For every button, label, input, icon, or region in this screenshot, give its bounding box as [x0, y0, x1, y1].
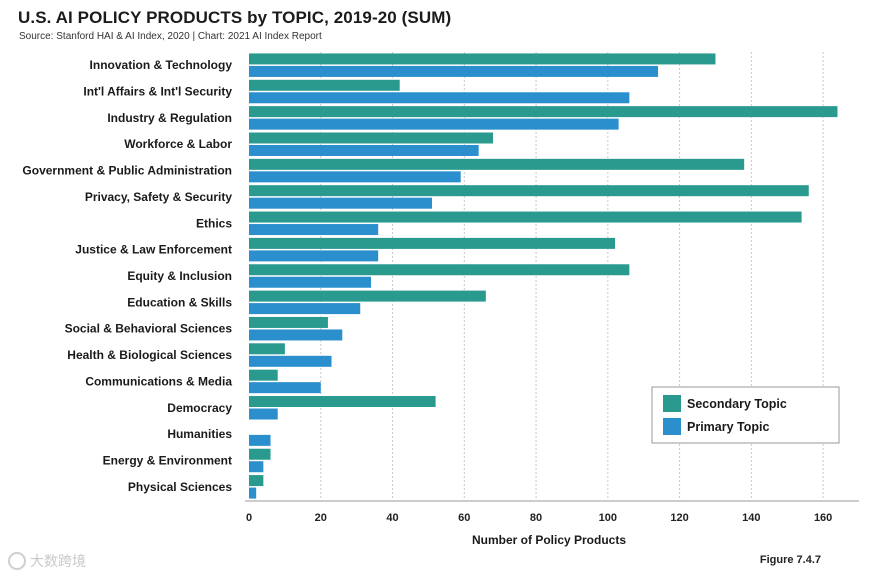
bar-primary [249, 197, 432, 209]
bar-secondary [249, 185, 809, 197]
bar-secondary [249, 448, 271, 460]
bar-secondary [249, 132, 493, 144]
bar-primary [249, 434, 271, 446]
category-label: Justice & Law Enforcement [75, 243, 232, 257]
category-label: Int'l Affairs & Int'l Security [83, 85, 232, 99]
bar-primary [249, 92, 630, 104]
bar-primary [249, 171, 461, 183]
chart-title: U.S. AI POLICY PRODUCTS by TOPIC, 2019-2… [18, 8, 452, 27]
legend-label-secondary: Secondary Topic [687, 397, 787, 411]
x-tick-labels: 0 20 40 60 80 100 120 140 160 [246, 512, 832, 524]
bar-secondary [249, 343, 285, 355]
category-label: Workforce & Labor [124, 137, 232, 151]
x-tick-label: 60 [458, 512, 470, 524]
chart-source: Source: Stanford HAI & AI Index, 2020 | … [19, 31, 322, 42]
bar-primary [249, 65, 659, 77]
category-label: Energy & Environment [103, 453, 232, 467]
category-label: Health & Biological Sciences [67, 348, 232, 362]
bar-primary [249, 224, 379, 236]
x-tick-label: 160 [814, 512, 832, 524]
bar-secondary [249, 264, 630, 276]
category-label: Social & Behavioral Sciences [65, 322, 233, 336]
bar-primary [249, 329, 343, 341]
bar-secondary [249, 53, 716, 65]
x-tick-label: 100 [599, 512, 617, 524]
category-label: Education & Skills [127, 295, 232, 309]
category-label: Privacy, Safety & Security [85, 190, 233, 204]
bar-secondary [249, 396, 436, 408]
bar-secondary [249, 79, 400, 91]
x-tick-label: 80 [530, 512, 542, 524]
x-axis-label: Number of Policy Products [472, 533, 626, 547]
bar-primary [249, 303, 361, 315]
category-label: Government & Public Administration [22, 164, 232, 178]
category-label: Equity & Inclusion [127, 269, 232, 283]
category-label: Industry & Regulation [107, 111, 232, 125]
bar-primary [249, 408, 278, 420]
category-label: Communications & Media [85, 374, 232, 388]
watermark-text: 大数跨境 [30, 553, 86, 569]
x-tick-label: 120 [670, 512, 688, 524]
x-tick-label: 20 [315, 512, 327, 524]
bar-primary [249, 461, 264, 473]
bars [249, 53, 838, 499]
bar-secondary [249, 475, 264, 487]
category-label: Ethics [196, 216, 232, 230]
bar-primary [249, 118, 619, 130]
legend-swatch-secondary [663, 395, 681, 412]
bar-secondary [249, 158, 745, 170]
bar-primary [249, 487, 257, 499]
legend-label-primary: Primary Topic [687, 420, 769, 434]
bar-secondary [249, 290, 486, 302]
bar-primary [249, 250, 379, 262]
legend-swatch-primary [663, 418, 681, 435]
category-label: Physical Sciences [128, 480, 232, 494]
category-label: Democracy [167, 401, 232, 415]
watermark: 大数跨境 [8, 551, 86, 571]
bar-secondary [249, 316, 328, 328]
x-tick-label: 140 [742, 512, 760, 524]
legend-box [651, 386, 840, 444]
bar-primary [249, 382, 321, 394]
category-label: Humanities [167, 427, 232, 441]
bar-secondary [249, 211, 802, 223]
bar-secondary [249, 106, 838, 118]
bar-primary [249, 144, 479, 156]
bar-secondary [249, 237, 615, 249]
legend: Secondary Topic Primary Topic [651, 386, 840, 444]
category-labels: Innovation & Technology Int'l Affairs & I… [22, 58, 232, 494]
x-tick-label: 0 [246, 512, 252, 524]
watermark-logo-icon [8, 552, 26, 570]
figure-label: Figure 7.4.7 [759, 554, 821, 566]
category-label: Innovation & Technology [90, 58, 233, 72]
bar-primary [249, 276, 371, 288]
x-tick-label: 40 [386, 512, 398, 524]
bar-primary [249, 355, 332, 367]
bar-secondary [249, 369, 278, 381]
